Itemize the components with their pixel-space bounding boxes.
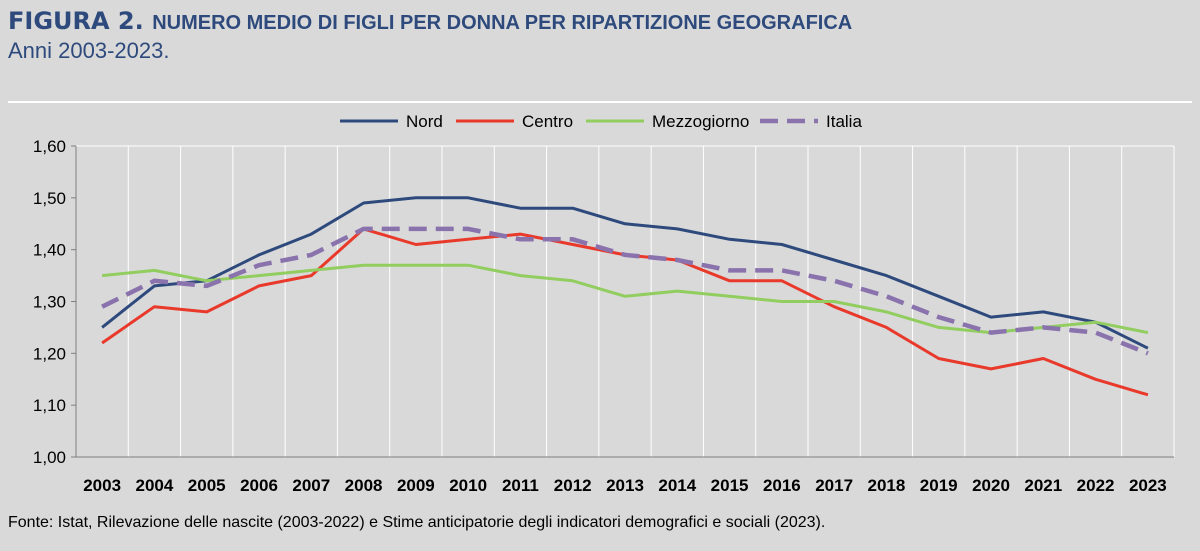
- title-line: FIGURA 2. NUMERO MEDIO DI FIGLI PER DONN…: [8, 6, 852, 36]
- x-tick-label: 2005: [188, 476, 226, 495]
- y-tick-label: 1,20: [33, 344, 66, 363]
- x-tick-label: 2010: [449, 476, 487, 495]
- series-line-mezzogiorno: [101, 263, 1149, 335]
- x-tick-label: 2016: [763, 476, 801, 495]
- y-tick-label: 1,50: [33, 189, 66, 208]
- figure-label: FIGURA 2.: [8, 7, 144, 35]
- y-tick-label: 1,00: [33, 448, 66, 467]
- x-tick-label: 2007: [292, 476, 330, 495]
- x-tick-label: 2017: [815, 476, 853, 495]
- x-tick-label: 2008: [345, 476, 383, 495]
- legend-label-italia: Italia: [826, 112, 862, 131]
- header-divider: [8, 101, 1192, 103]
- y-tick-label: 1,60: [33, 137, 66, 156]
- chart-header: FIGURA 2. NUMERO MEDIO DI FIGLI PER DONN…: [8, 6, 852, 64]
- x-tick-label: 2014: [658, 476, 696, 495]
- y-tick-label: 1,30: [33, 293, 66, 312]
- y-tick-label: 1,40: [33, 241, 66, 260]
- x-tick-label: 2018: [868, 476, 906, 495]
- legend-label-nord: Nord: [406, 112, 443, 131]
- x-tick-label: 2019: [920, 476, 958, 495]
- chart-subtitle: Anni 2003-2023.: [8, 38, 170, 63]
- series-line-nord: [101, 196, 1149, 350]
- series-line-italia: [101, 226, 1149, 356]
- chart-title: NUMERO MEDIO DI FIGLI PER DONNA PER RIPA…: [152, 12, 853, 34]
- y-tick-label: 1,10: [33, 396, 66, 415]
- x-tick-label: 2020: [972, 476, 1010, 495]
- x-tick-label: 2015: [711, 476, 749, 495]
- chart-grid: [75, 145, 1175, 457]
- chart-legend: Nord Centro Mezzogiorno Italia: [340, 112, 862, 131]
- source-note: Fonte: Istat, Rilevazione delle nascite …: [8, 514, 826, 531]
- legend-label-centro: Centro: [522, 112, 573, 131]
- x-tick-label: 2012: [554, 476, 592, 495]
- legend-label-mezzogiorno: Mezzogiorno: [652, 112, 749, 131]
- chart-series: [101, 196, 1149, 397]
- x-tick-label: 2023: [1129, 476, 1167, 495]
- x-tick-label: 2011: [502, 476, 539, 495]
- x-tick-label: 2013: [606, 476, 644, 495]
- x-tick-label: 2004: [136, 476, 174, 495]
- chart-axes: 1,00 1,10 1,20 1,30 1,40 1,50 1,60 2003 2004 2005…: [33, 137, 1174, 495]
- x-tick-label: 2006: [240, 476, 278, 495]
- x-tick-label: 2022: [1077, 476, 1115, 495]
- x-tick-label: 2003: [83, 476, 121, 495]
- x-tick-label: 2021: [1024, 476, 1062, 495]
- x-tick-label: 2009: [397, 476, 435, 495]
